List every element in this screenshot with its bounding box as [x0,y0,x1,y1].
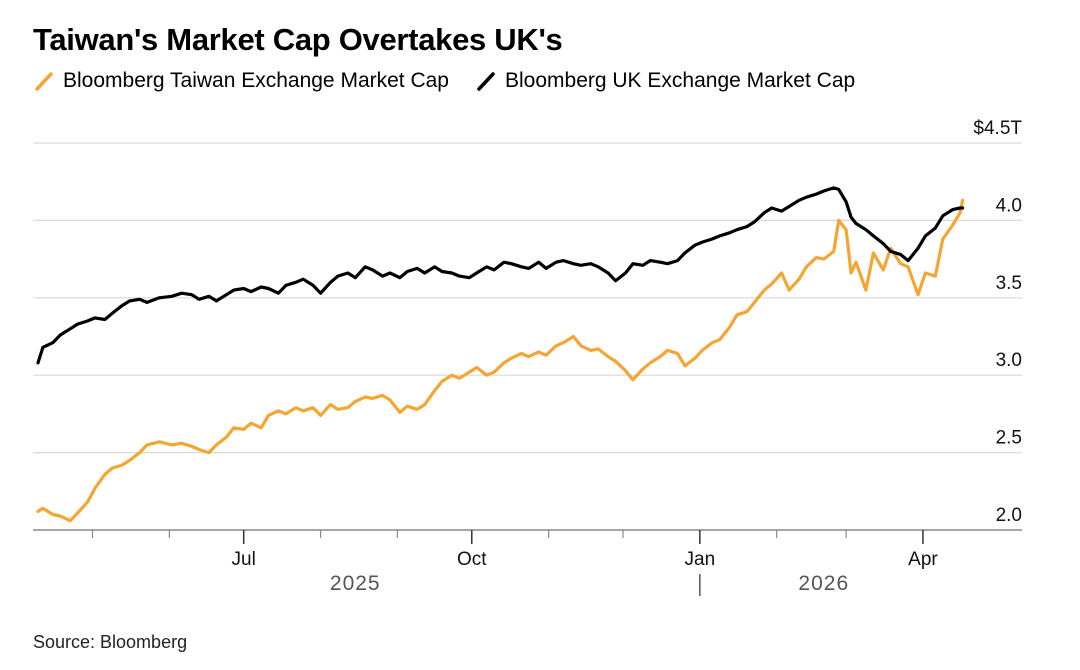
y-unit-label: $4.5T [973,118,1022,139]
legend-label-taiwan: Bloomberg Taiwan Exchange Market Cap [63,69,449,92]
year-label-2026: 2026 [798,572,849,595]
line-chart: Jul Oct Jan Apr 2025 2026 2.0 2.5 3.0 3.5 4.0 $4.5… [33,118,1022,596]
chart-legend: Bloomberg Taiwan Exchange Market Cap Blo… [33,69,881,93]
x-tick-label-jan: Jan [685,549,716,570]
year-label-2025: 2025 [330,572,381,595]
legend-swatch-taiwan [35,72,53,91]
x-axis: Jul Oct Jan Apr 2025 2026 [33,529,1022,596]
x-tick-label-apr: Apr [908,549,938,570]
legend-entry-taiwan: Bloomberg Taiwan Exchange Market Cap [33,69,449,93]
x-tick-label-jul: Jul [232,549,256,570]
y-tick-label-2.5: 2.5 [996,428,1022,449]
y-tick-label-3.5: 3.5 [996,273,1022,294]
series-lines [36,186,965,523]
chart-title: Taiwan's Market Cap Overtakes UK's [33,22,563,57]
series-line-uk [36,186,965,365]
y-tick-label-2.0: 2.0 [996,505,1022,526]
series-line-taiwan [36,198,965,523]
y-axis: 2.0 2.5 3.0 3.5 4.0 $4.5T [973,118,1022,526]
gridlines [33,142,1022,454]
x-tick-label-oct: Oct [457,549,487,570]
y-tick-label-4.0: 4.0 [996,195,1022,216]
legend-entry-uk: Bloomberg UK Exchange Market Cap [475,69,855,93]
y-tick-label-3.0: 3.0 [996,350,1022,371]
legend-swatch-uk [477,72,495,91]
legend-label-uk: Bloomberg UK Exchange Market Cap [505,69,856,92]
source-note: Source: Bloomberg [33,632,188,652]
